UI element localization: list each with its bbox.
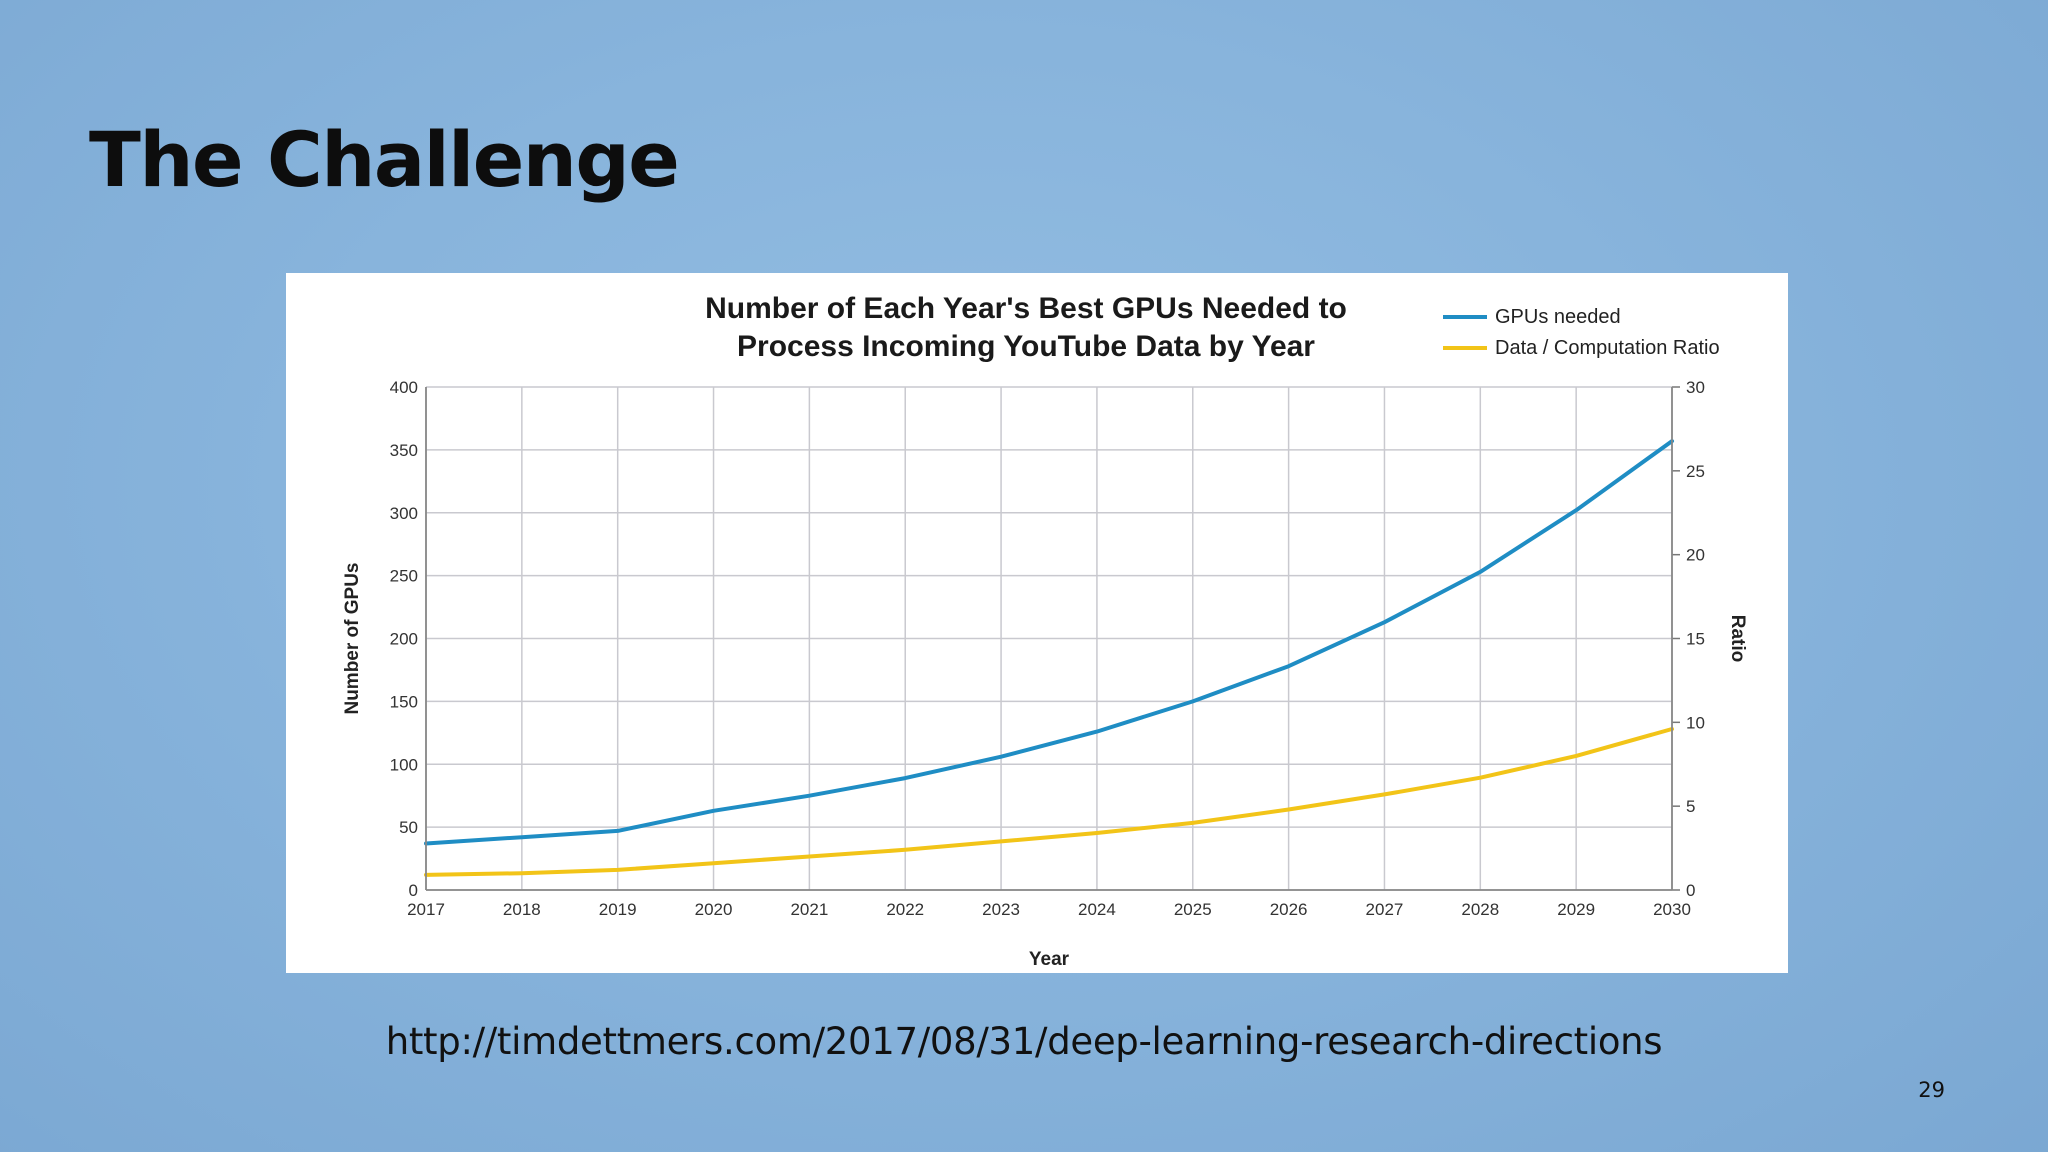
legend-label: Data / Computation Ratio	[1495, 337, 1720, 359]
y-tick-label-right: 30	[1686, 378, 1705, 397]
y-tick-label-right: 5	[1686, 797, 1695, 816]
x-tick-label: 2020	[695, 900, 733, 919]
y-tick-label-left: 400	[390, 378, 418, 397]
chart-title-line: Process Incoming YouTube Data by Year	[737, 330, 1315, 363]
legend-label: GPUs needed	[1495, 306, 1621, 328]
x-tick-label: 2023	[982, 900, 1020, 919]
y-axis-label-left: Number of GPUs	[342, 562, 363, 714]
y-tick-label-left: 0	[409, 881, 418, 900]
y-tick-label-left: 350	[390, 441, 418, 460]
x-tick-label: 2018	[503, 900, 541, 919]
y-tick-label-left: 100	[390, 755, 418, 774]
chart-panel: 0 50 100 150 200 250 300 350 400 2017 2018 2019 2020…	[286, 273, 1788, 973]
slide-number: 29	[1918, 1078, 1945, 1102]
x-tick-label: 2028	[1461, 900, 1499, 919]
x-tick-label: 2025	[1174, 900, 1212, 919]
y-tick-label-right: 15	[1686, 630, 1705, 649]
y-tick-label-right: 0	[1686, 881, 1695, 900]
y-tick-label-left: 250	[390, 567, 418, 586]
y-tick-label-right: 20	[1686, 546, 1705, 565]
gpus-needed-line	[424, 439, 1674, 846]
x-tick-label: 2024	[1078, 900, 1116, 919]
x-tick-label: 2021	[790, 900, 828, 919]
chart-title-line: Number of Each Year's Best GPUs Needed t…	[705, 292, 1347, 325]
slide-title: The Challenge	[89, 115, 680, 204]
x-tick-label: 2030	[1653, 900, 1691, 919]
x-tick-label: 2017	[407, 900, 445, 919]
x-tick-label: 2027	[1366, 900, 1404, 919]
y-axis-label-right: Ratio	[1727, 615, 1748, 663]
data-computation-ratio-line	[424, 727, 1674, 877]
x-tick-label: 2022	[886, 900, 924, 919]
y-tick-label-left: 300	[390, 504, 418, 523]
y-tick-label-left: 150	[390, 692, 418, 711]
x-tick-label: 2019	[599, 900, 637, 919]
x-axis-label: Year	[1029, 949, 1070, 970]
y-tick-label-right: 10	[1686, 713, 1705, 732]
y-tick-label-left: 200	[390, 630, 418, 649]
x-tick-label: 2029	[1557, 900, 1595, 919]
y-tick-label-left: 50	[399, 818, 418, 837]
x-tick-label: 2026	[1270, 900, 1308, 919]
source-link[interactable]: http://timdettmers.com/2017/08/31/deep-l…	[385, 1020, 1663, 1063]
y-tick-label-right: 25	[1686, 462, 1705, 481]
